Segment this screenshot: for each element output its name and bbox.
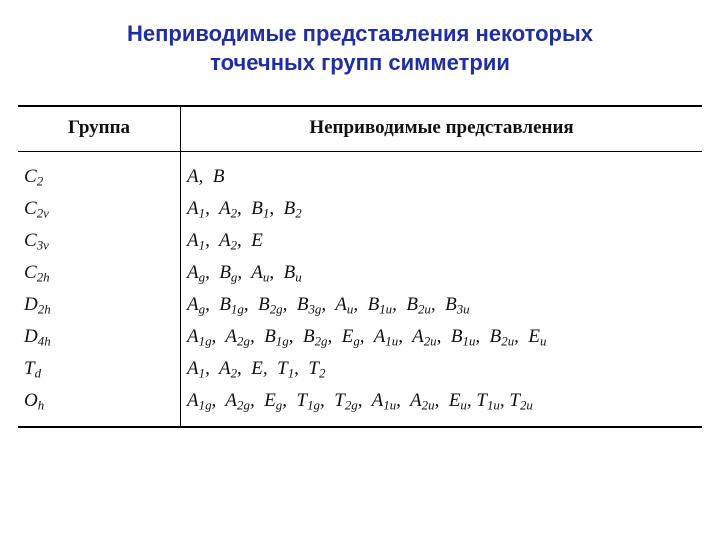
table-header-row: Группа Неприводимые представления (18, 106, 702, 152)
cell-reps: A1g, A2g, B1g, B2g, Eg, A1u, A2u, B1u, B… (181, 321, 703, 353)
table-row: D2hAg, B1g, B2g, B3g, Au, B1u, B2u, B3u (18, 289, 702, 321)
table-row: C2vA1, A2, B1, B2 (18, 193, 702, 225)
cell-reps: A1, A2, E, T1, T2 (181, 353, 703, 385)
cell-group: C2v (18, 193, 181, 225)
page-title: Неприводимые представления некоторых точ… (80, 20, 640, 77)
cell-group: D2h (18, 289, 181, 321)
cell-reps: A, B (181, 152, 703, 194)
cell-group: C2 (18, 152, 181, 194)
table-row: C2A, B (18, 152, 702, 194)
cell-reps: A1g, A2g, Eg, T1g, T2g, A1u, A2u, Eu, T1… (181, 385, 703, 427)
cell-reps: A1, A2, E (181, 225, 703, 257)
table-row: TdA1, A2, E, T1, T2 (18, 353, 702, 385)
cell-group: Oh (18, 385, 181, 427)
cell-group: D4h (18, 321, 181, 353)
cell-group: C3v (18, 225, 181, 257)
table-row: C3vA1, A2, E (18, 225, 702, 257)
cell-reps: A1, A2, B1, B2 (181, 193, 703, 225)
irreps-table: Группа Неприводимые представления C2A, B… (18, 105, 702, 428)
col-header-reps: Неприводимые представления (181, 106, 703, 152)
table-row: OhA1g, A2g, Eg, T1g, T2g, A1u, A2u, Eu, … (18, 385, 702, 427)
table-row: C2hAg, Bg, Au, Bu (18, 257, 702, 289)
cell-group: Td (18, 353, 181, 385)
cell-reps: Ag, Bg, Au, Bu (181, 257, 703, 289)
title-line-1: Неприводимые представления некоторых (127, 21, 593, 46)
cell-group: C2h (18, 257, 181, 289)
page: Неприводимые представления некоторых точ… (0, 0, 720, 540)
title-line-2: точечных групп симметрии (210, 50, 510, 75)
table-body: C2A, BC2vA1, A2, B1, B2C3vA1, A2, EC2hAg… (18, 152, 702, 428)
cell-reps: Ag, B1g, B2g, B3g, Au, B1u, B2u, B3u (181, 289, 703, 321)
table-row: D4hA1g, A2g, B1g, B2g, Eg, A1u, A2u, B1u… (18, 321, 702, 353)
col-header-group: Группа (18, 106, 181, 152)
